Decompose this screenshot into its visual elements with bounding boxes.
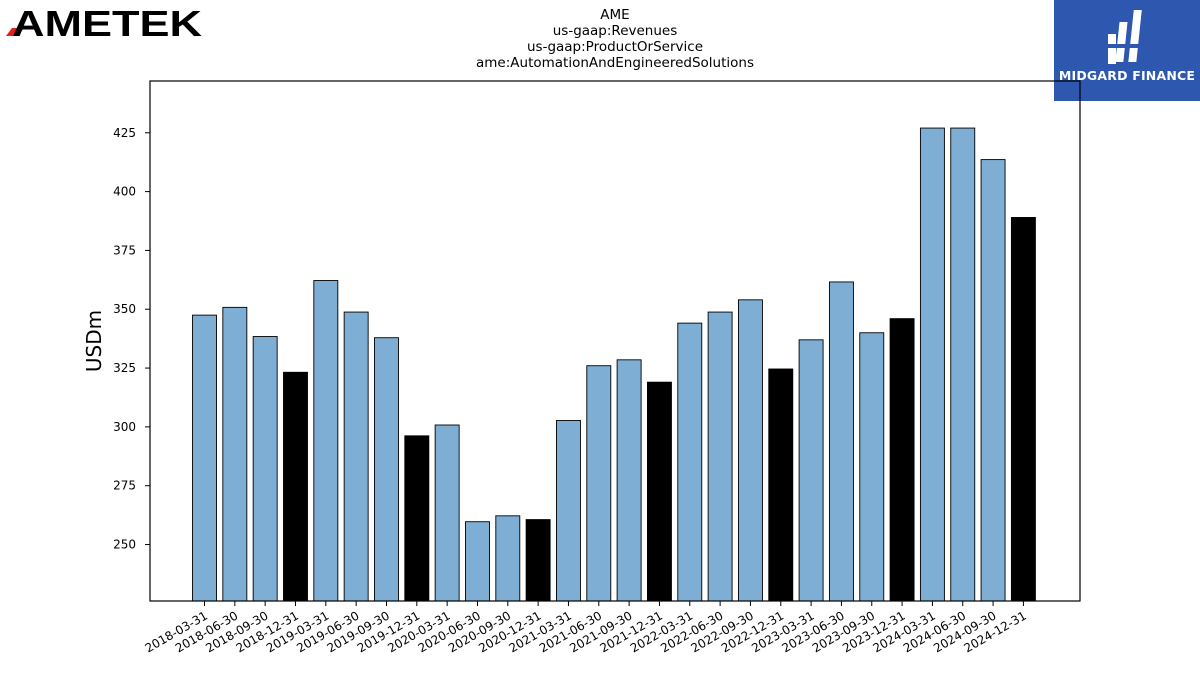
y-tick-label: 350	[113, 302, 136, 316]
bar-2024-12-31	[1010, 217, 1036, 602]
bar-2019-09-30	[374, 337, 399, 602]
midgard-finance-label: MIDGARD FINANCE	[1058, 68, 1196, 83]
ametek-logo-text: AMETEK	[12, 4, 202, 40]
y-tick-label: 250	[113, 538, 136, 552]
bar-2019-12-31	[404, 435, 430, 602]
chart-title-line-1: AME	[600, 7, 630, 23]
y-axis-label: USDm	[82, 310, 106, 372]
bar-2021-03-31	[556, 420, 581, 602]
y-axis: 250 275 300 325 350 375 400 425	[113, 126, 150, 552]
midgard-mark-icon	[1108, 10, 1144, 64]
ametek-logo: AMETEK	[4, 3, 204, 44]
bar-2021-09-30	[616, 359, 642, 602]
y-tick-label: 325	[113, 361, 136, 375]
midgard-finance-logo: MIDGARD FINANCE	[1054, 0, 1200, 101]
plot-frame	[149, 80, 1081, 602]
chart-title-line-2: us-gaap:Revenues	[552, 23, 678, 39]
bar-2021-06-30	[586, 365, 612, 602]
bar-2018-12-31	[283, 371, 308, 602]
bar-2020-09-30	[495, 515, 521, 602]
y-tick-label: 425	[113, 126, 136, 140]
bar-2018-03-31	[192, 314, 217, 602]
y-tick-label: 375	[113, 243, 136, 257]
ametek-logo-red-mark	[6, 28, 24, 36]
x-axis: 2018-03-312018-06-302018-09-302018-12-31…	[143, 601, 1029, 655]
bar-2023-03-31	[798, 339, 824, 602]
bar-2021-12-31	[647, 381, 672, 602]
bar-2023-06-30	[828, 281, 854, 602]
bar-2020-03-31	[434, 424, 460, 602]
bar-2020-12-31	[525, 519, 551, 602]
bar-2024-09-30	[980, 159, 1006, 602]
bar-2022-03-31	[677, 322, 703, 602]
chart-title-line-3: us-gaap:ProductOrService	[526, 39, 704, 55]
bar-2018-06-30	[222, 306, 248, 602]
bar-2019-06-30	[343, 311, 369, 602]
y-tick-label: 400	[113, 185, 136, 199]
bar-2023-12-31	[889, 318, 915, 602]
bar-2018-09-30	[252, 336, 278, 602]
y-tick-label: 300	[113, 420, 136, 434]
bar-2020-06-30	[465, 521, 490, 602]
bar-2022-12-31	[768, 368, 794, 602]
bar-2019-03-31	[313, 280, 339, 602]
bar-2023-09-30	[859, 332, 885, 602]
chart-title-line-4: ame:AutomationAndEngineeredSolutions	[476, 55, 754, 71]
y-tick-label: 275	[113, 479, 136, 493]
bar-2024-06-30	[950, 127, 976, 602]
bars-group	[192, 127, 1036, 602]
bar-2022-09-30	[737, 299, 763, 602]
bar-2022-06-30	[707, 311, 733, 602]
bar-2024-03-31	[919, 127, 945, 602]
